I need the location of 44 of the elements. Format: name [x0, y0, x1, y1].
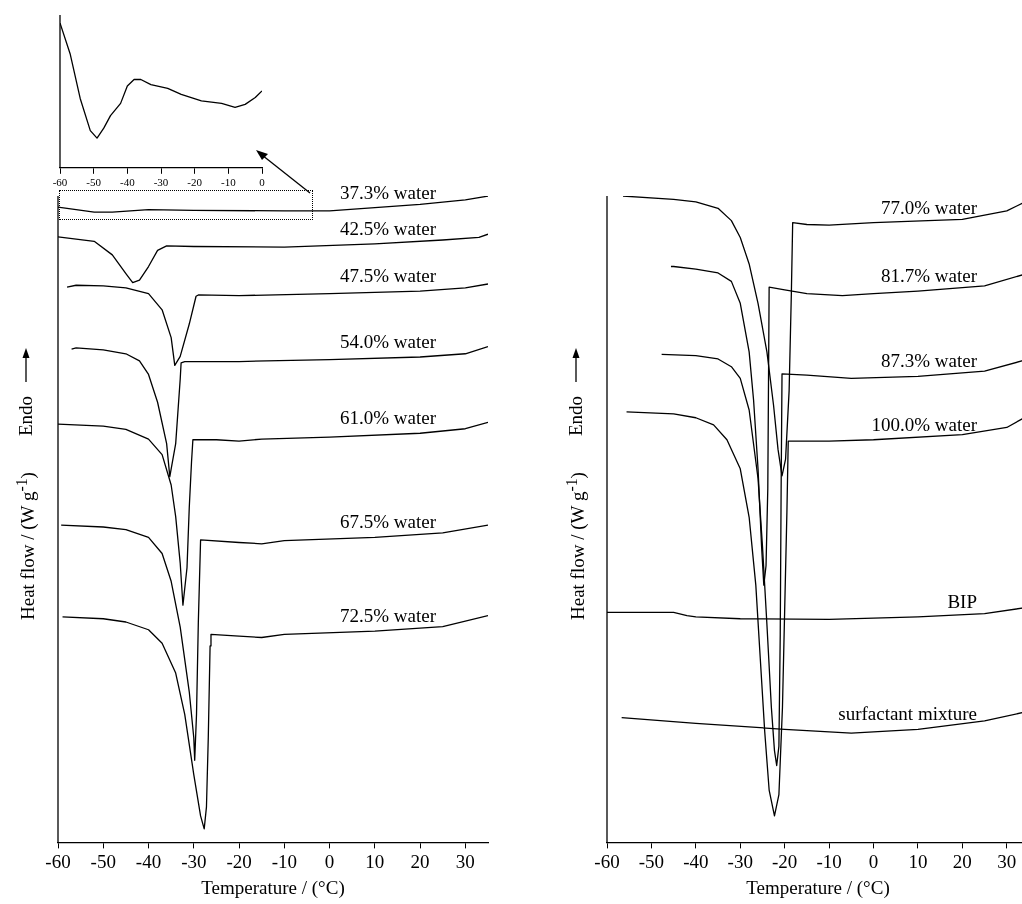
series-label: 67.5% water — [339, 511, 437, 533]
x-tick-label: -50 — [638, 850, 665, 872]
series-label: 72.5% water — [339, 605, 437, 627]
series-label: 100.0% water — [871, 413, 978, 435]
x-tick-label: -30 — [727, 850, 753, 872]
series-label: BIP — [947, 590, 977, 612]
x-tick-label: -30 — [153, 176, 169, 189]
x-tick-label: 0 — [259, 176, 266, 189]
x-tick-label: -20 — [226, 850, 252, 872]
x-tick-label: -50 — [86, 176, 102, 189]
x-axis-title: Temperature / (°C) — [746, 876, 890, 899]
x-tick-label: -20 — [187, 176, 203, 189]
text: Endo — [15, 395, 37, 437]
x-tick-label: 30 — [997, 850, 1017, 872]
x-tick-label: 20 — [410, 850, 430, 872]
x-tick-label: -40 — [120, 176, 136, 189]
series-label: 81.7% water — [880, 265, 978, 287]
series-label: 61.0% water — [339, 407, 437, 429]
x-axis-title: Temperature / (°C) — [201, 876, 345, 899]
x-tick-label: -10 — [271, 850, 297, 872]
x-tick-label: -10 — [221, 176, 237, 189]
x-tick-label: -60 — [594, 850, 620, 872]
x-tick-label: -60 — [52, 176, 68, 189]
x-tick-label: 10 — [908, 850, 928, 872]
series-label: surfactant mixture — [838, 703, 977, 725]
x-tick-label: -40 — [683, 850, 709, 872]
series-label: 47.5% water — [339, 265, 437, 287]
x-tick-label: 20 — [952, 850, 972, 872]
x-tick-label: 10 — [365, 850, 385, 872]
series-label: 87.3% water — [880, 350, 978, 372]
series-label: 77.0% water — [880, 196, 978, 218]
x-tick-label: -30 — [181, 850, 207, 872]
text: Endo — [565, 395, 587, 437]
series-label: 37.3% water — [339, 181, 437, 203]
series-label: 54.0% water — [339, 331, 437, 352]
series-label: 42.5% water — [339, 217, 437, 239]
x-tick-label: -40 — [135, 850, 162, 872]
x-tick-label: -60 — [45, 850, 71, 872]
x-tick-label: -50 — [90, 850, 116, 872]
x-tick-label: 30 — [455, 850, 475, 872]
x-tick-label: -20 — [772, 850, 798, 872]
x-tick-label: -10 — [816, 850, 842, 872]
x-tick-label: 0 — [868, 850, 879, 872]
x-tick-label: 0 — [324, 850, 335, 872]
